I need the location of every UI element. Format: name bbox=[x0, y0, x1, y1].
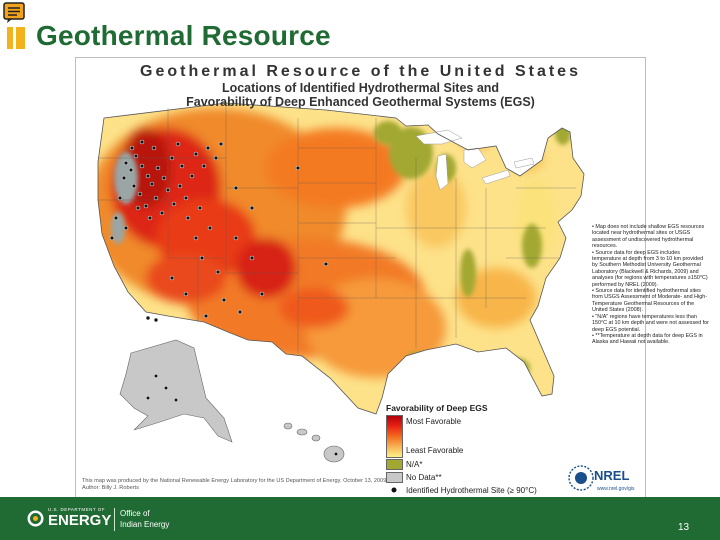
note-item: • Source data for deep EGS includes temp… bbox=[592, 249, 708, 288]
office-line2: Indian Energy bbox=[120, 520, 170, 529]
hawaii-no-data bbox=[283, 422, 345, 463]
legend-title: Favorability of Deep EGS bbox=[386, 403, 488, 413]
doe-agency-small: U.S. DEPARTMENT OF bbox=[48, 507, 106, 512]
nrel-logo-icon bbox=[568, 465, 594, 491]
map-notes: • Map does not include shallow EGS resou… bbox=[592, 224, 710, 346]
note-item: • "N/A" regions have temperatures less t… bbox=[592, 313, 709, 333]
legend-least-favorable: Least Favorable bbox=[406, 446, 464, 455]
doe-agency-name: ENERGY bbox=[48, 512, 112, 529]
map-subtitle-line1: Locations of Identified Hydrothermal Sit… bbox=[221, 81, 500, 95]
favorability-gradient bbox=[386, 415, 403, 458]
footer-bar bbox=[0, 497, 720, 540]
map-legend: Favorability of Deep EGS Most Favorable … bbox=[386, 403, 576, 495]
page-number: 13 bbox=[678, 522, 690, 533]
note-item: • Map does not include shallow EGS resou… bbox=[592, 224, 705, 250]
legend-nodata-swatch bbox=[386, 472, 403, 483]
legend-no-data: No Data** bbox=[406, 473, 442, 482]
geothermal-map: Geothermal Resource of the United States… bbox=[75, 57, 709, 498]
legend-hydrothermal-site: Identified Hydrothermal Site (≥ 90°C) bbox=[406, 486, 537, 495]
site-marker-icon bbox=[391, 487, 397, 493]
legend-na: N/A* bbox=[406, 460, 423, 469]
us-favorability-map bbox=[97, 102, 594, 491]
doe-seal-icon bbox=[27, 510, 44, 527]
alaska-no-data bbox=[119, 339, 233, 443]
note-item: • Source data for identified hydrotherma… bbox=[592, 288, 708, 314]
note-item: • **Temperature at depth data for deep E… bbox=[592, 332, 703, 346]
office-name: Office of Indian Energy bbox=[120, 508, 169, 530]
page-title: Geothermal Resource bbox=[36, 20, 331, 51]
slide-menu-icon bbox=[3, 2, 25, 23]
nrel-logo-text: NREL bbox=[594, 468, 630, 483]
nrel-url: www.nrel.gov/gis bbox=[597, 486, 635, 492]
map-credit: This map was produced by the National Re… bbox=[82, 478, 387, 491]
title-accent-bars bbox=[0, 27, 30, 49]
map-title: Geothermal Resource of the United States bbox=[140, 63, 581, 80]
office-line1: Office of bbox=[120, 509, 150, 518]
hydrothermal-site-markers bbox=[109, 139, 329, 323]
footer-divider bbox=[114, 508, 115, 531]
map-subtitle-line2: Favorability of Deep Enhanced Geothermal… bbox=[186, 95, 535, 109]
legend-na-swatch bbox=[386, 459, 403, 470]
legend-most-favorable: Most Favorable bbox=[406, 417, 462, 426]
